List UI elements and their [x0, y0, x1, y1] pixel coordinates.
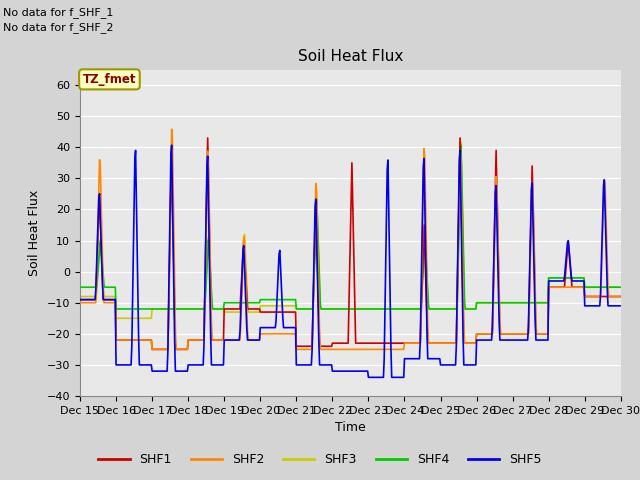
SHF5 — [433, 356, 440, 361]
SHF5 — [168, 143, 175, 148]
X-axis label: Time: Time — [335, 421, 366, 434]
SHF5 — [86, 297, 93, 302]
SHF2 — [148, 347, 156, 352]
SHF2 — [227, 337, 234, 343]
SHF1 — [227, 306, 234, 312]
SHF1 — [616, 294, 624, 300]
SHF4 — [432, 306, 440, 312]
SHF3 — [86, 294, 93, 300]
Line: SHF3: SHF3 — [80, 142, 620, 318]
Line: SHF1: SHF1 — [80, 138, 620, 349]
Line: SHF4: SHF4 — [80, 145, 620, 309]
SHF5 — [141, 362, 149, 368]
SHF2 — [198, 337, 205, 343]
SHF4 — [226, 300, 234, 306]
SHF4 — [142, 306, 150, 312]
SHF5 — [417, 295, 425, 300]
SHF3 — [457, 139, 465, 145]
SHF3 — [226, 309, 234, 315]
SHF3 — [432, 306, 440, 312]
SHF3 — [197, 306, 205, 312]
SHF3 — [417, 306, 424, 312]
SHF4 — [197, 306, 205, 312]
SHF1 — [148, 347, 156, 352]
SHF5 — [197, 362, 205, 368]
SHF2 — [76, 300, 84, 306]
SHF4 — [417, 306, 424, 312]
Text: TZ_fmet: TZ_fmet — [83, 73, 136, 86]
SHF3 — [616, 284, 624, 290]
SHF2 — [86, 300, 93, 306]
SHF4 — [86, 284, 93, 290]
SHF2 — [141, 337, 149, 343]
SHF1 — [197, 337, 205, 343]
SHF5 — [365, 374, 372, 380]
Legend: SHF1, SHF2, SHF3, SHF4, SHF5: SHF1, SHF2, SHF3, SHF4, SHF5 — [93, 448, 547, 471]
SHF3 — [142, 315, 150, 321]
Y-axis label: Soil Heat Flux: Soil Heat Flux — [28, 190, 41, 276]
Text: No data for f_SHF_1: No data for f_SHF_1 — [3, 7, 113, 18]
SHF4 — [616, 284, 624, 290]
SHF1 — [204, 135, 212, 141]
SHF1 — [86, 297, 93, 302]
SHF4 — [112, 306, 120, 312]
SHF1 — [433, 340, 440, 346]
SHF1 — [76, 297, 84, 302]
SHF1 — [417, 317, 425, 323]
Line: SHF5: SHF5 — [80, 145, 620, 377]
SHF2 — [168, 126, 175, 132]
SHF2 — [417, 315, 425, 321]
SHF4 — [76, 284, 84, 290]
SHF3 — [112, 315, 120, 321]
SHF5 — [76, 297, 84, 302]
SHF5 — [616, 303, 624, 309]
Text: No data for f_SHF_2: No data for f_SHF_2 — [3, 22, 114, 33]
SHF4 — [457, 142, 465, 148]
SHF2 — [433, 340, 440, 346]
SHF2 — [616, 294, 624, 300]
Line: SHF2: SHF2 — [80, 129, 620, 349]
SHF5 — [226, 337, 234, 343]
Title: Soil Heat Flux: Soil Heat Flux — [298, 49, 403, 64]
SHF3 — [76, 294, 84, 300]
SHF1 — [141, 337, 149, 343]
